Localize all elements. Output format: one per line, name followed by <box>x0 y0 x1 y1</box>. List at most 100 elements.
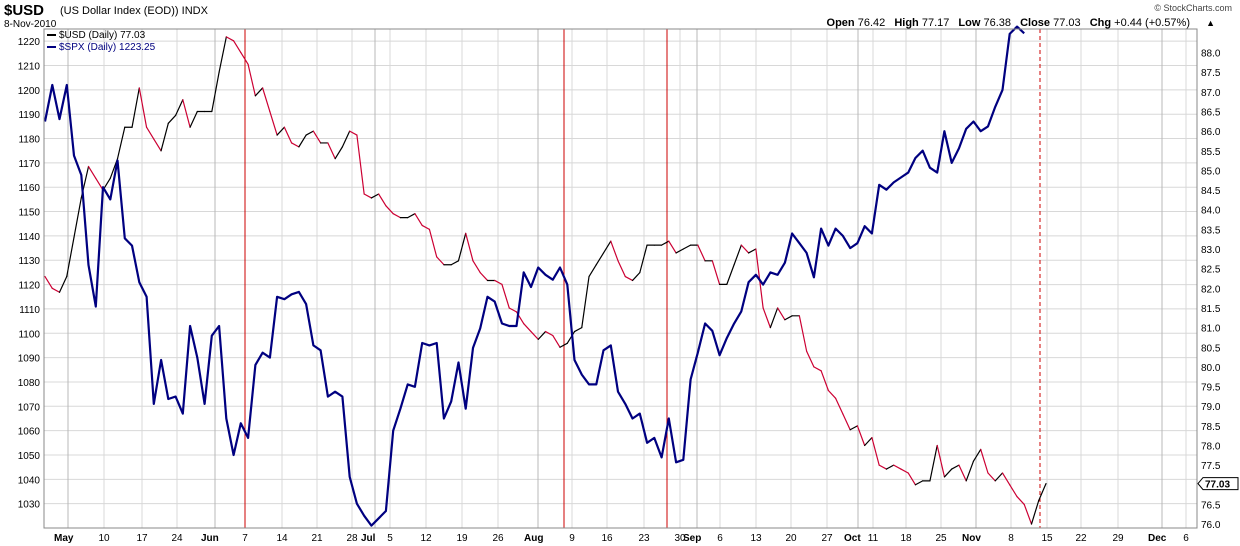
usd-last-value-box <box>1197 477 1239 491</box>
usd-line-segment <box>798 315 808 352</box>
usd-line-segment <box>987 472 996 482</box>
left-tick-label: 1220 <box>18 37 41 48</box>
left-tick-label: 1130 <box>18 256 40 267</box>
usd-line-segment <box>298 134 307 148</box>
right-tick-label: 86.5 <box>1201 108 1221 119</box>
usd-line-segment <box>494 279 503 285</box>
usd-line-segment <box>232 40 242 54</box>
usd-line-segment <box>820 370 829 392</box>
usd-line-segment <box>624 275 634 282</box>
usd-line-segment <box>472 260 481 274</box>
usd-line-segment <box>610 240 619 262</box>
usd-line-segment <box>262 87 271 113</box>
series-lines <box>43 25 1047 527</box>
x-tick-label: 14 <box>276 533 288 544</box>
usd-line-segment <box>733 244 742 266</box>
x-tick-label: Dec <box>1148 533 1167 544</box>
usd-line-segment <box>247 63 256 97</box>
usd-line-segment <box>864 437 873 447</box>
usd-line-segment <box>312 130 322 144</box>
up-arrow-icon: ▲ <box>1206 18 1215 28</box>
usd-line-segment <box>58 275 68 293</box>
usd-line-segment <box>508 307 518 313</box>
usd-line-segment <box>682 244 692 250</box>
usd-line-segment <box>160 122 169 152</box>
usd-line-segment <box>428 228 438 258</box>
left-tick-label: 1150 <box>18 208 40 219</box>
chart-name: (US Dollar Index (EOD)) INDX <box>60 5 208 17</box>
left-tick-label: 1120 <box>18 281 40 292</box>
usd-last-value: 77.03 <box>1197 477 1239 491</box>
right-tick-label: 80.0 <box>1201 363 1221 374</box>
usd-line-segment <box>994 472 1004 482</box>
x-tick-label: Jun <box>201 533 219 544</box>
usd-line-segment <box>769 307 779 329</box>
x-tick-label: 8 <box>1008 533 1014 544</box>
usd-line-segment <box>588 264 597 278</box>
usd-line-segment <box>965 460 975 482</box>
last-value-labels: 1223.25 77.03 <box>1198 0 1240 491</box>
usd-line-segment <box>370 193 380 199</box>
x-tick-label: 13 <box>750 533 762 544</box>
usd-line-segment <box>479 272 489 282</box>
spx-line <box>43 25 1025 527</box>
left-tick-label: 1030 <box>18 500 41 511</box>
usd-line-segment <box>276 126 285 136</box>
usd-line-segment <box>697 244 706 262</box>
usd-line-segment <box>566 330 576 344</box>
chg-value: +0.44 (+0.57%) <box>1114 17 1190 29</box>
x-tick-label: 23 <box>638 533 650 544</box>
usd-line-segment <box>414 213 423 227</box>
chg-label: Chg <box>1089 17 1112 29</box>
legend-label: $USD (Daily) 77.03 <box>59 30 146 41</box>
usd-line-segment <box>378 193 387 207</box>
usd-line-segment <box>392 213 402 219</box>
x-tick-label: Oct <box>844 533 861 544</box>
x-tick-label: May <box>54 533 74 544</box>
usd-line-segment <box>116 126 126 160</box>
usd-line-segment <box>958 464 967 482</box>
right-tick-label: 88.0 <box>1201 49 1221 60</box>
ohlc-readout: Open 76.42 High 77.17 Low 76.38 Close 77… <box>827 17 1196 29</box>
plot-frame <box>43 28 1198 529</box>
x-tick-label: 18 <box>900 533 912 544</box>
legend: $USD (Daily) 77.03$SPX (Daily) 1223.25 <box>47 30 156 53</box>
usd-line-segment <box>581 275 590 329</box>
usd-last-value-text: 77.03 <box>1205 480 1230 491</box>
usd-line-segment <box>878 464 888 470</box>
usd-line-segment <box>936 444 946 478</box>
high-value: 77.17 <box>921 17 950 29</box>
right-tick-label: 85.5 <box>1201 147 1221 158</box>
usd-line-segment <box>501 283 510 309</box>
usd-line-segment <box>1038 483 1047 502</box>
usd-line-segment <box>668 240 677 254</box>
usd-line-segment <box>943 468 953 478</box>
left-tick-label: 1050 <box>18 451 41 462</box>
usd-line-segment <box>523 323 532 333</box>
usd-line-segment <box>784 315 793 321</box>
right-tick-label: 82.5 <box>1201 265 1221 276</box>
usd-line-segment <box>363 193 373 199</box>
usd-line-segment <box>167 114 177 124</box>
left-tick-label: 1170 <box>18 159 40 170</box>
usd-line-segment <box>436 256 445 266</box>
right-tick-label: 76.5 <box>1201 500 1221 511</box>
open-label: Open <box>826 17 855 29</box>
right-tick-label: 77.5 <box>1201 461 1221 472</box>
usd-line-segment <box>153 138 162 152</box>
left-tick-label: 1110 <box>19 305 40 316</box>
x-tick-label: 5 <box>387 533 393 544</box>
usd-line-segment <box>87 165 97 179</box>
high-label: High <box>894 17 919 29</box>
usd-line-segment <box>349 130 358 136</box>
usd-line-segment <box>1016 495 1025 506</box>
x-tick-label: 6 <box>1183 533 1189 544</box>
usd-line-segment <box>457 232 467 262</box>
usd-line-segment <box>842 413 851 431</box>
low-value: 76.38 <box>983 17 1012 29</box>
usd-line-segment <box>182 99 191 128</box>
left-tick-label: 1090 <box>18 354 41 365</box>
right-tick-label: 81.0 <box>1201 324 1221 335</box>
brand-watermark: © StockCharts.com <box>1154 3 1232 13</box>
x-tick-label: 21 <box>311 533 323 544</box>
